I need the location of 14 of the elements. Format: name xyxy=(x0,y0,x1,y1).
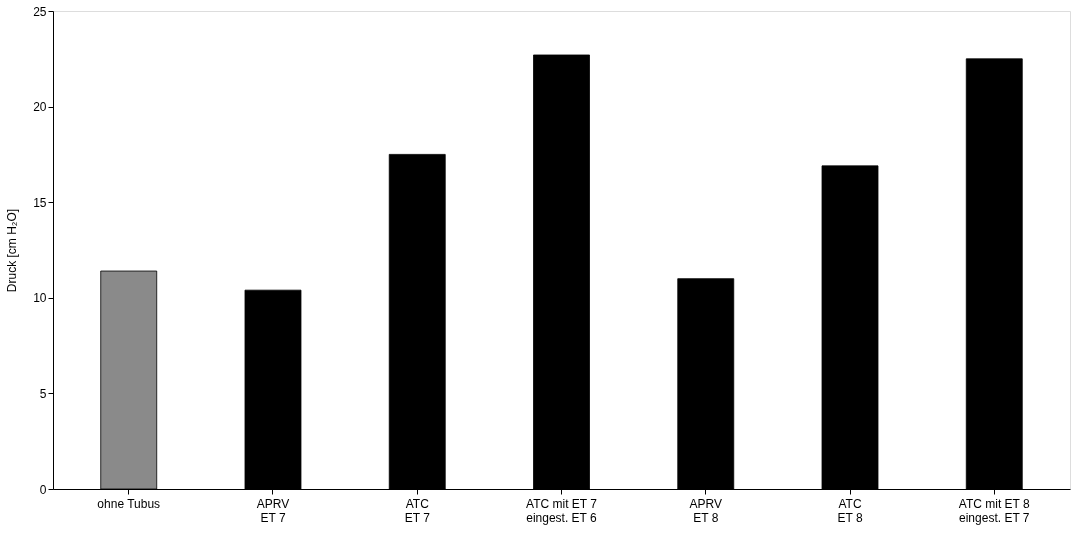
y-tick-label: 15 xyxy=(33,195,47,210)
y-axis-title: Druck [cm H₂O] xyxy=(5,208,20,293)
x-tick-label: ATC mit ET 8 eingest. ET 7 xyxy=(958,496,1031,525)
x-tick-label: APRV ET 8 xyxy=(689,496,722,525)
x-tick-label: ATC ET 8 xyxy=(837,496,863,525)
y-tick-label: 25 xyxy=(33,4,47,19)
x-tick-label: ATC mit ET 7 eingest. ET 6 xyxy=(526,496,598,525)
y-tick-label: 10 xyxy=(33,291,47,306)
x-tick-label: ohne Tubus xyxy=(97,496,161,511)
y-tick-label: 20 xyxy=(33,100,47,115)
x-tick-label: ATC ET 7 xyxy=(404,496,431,525)
y-tick-label: 0 xyxy=(39,482,47,497)
x-tick-label: APRV ET 7 xyxy=(256,496,290,525)
y-tick-label: 5 xyxy=(39,386,47,401)
